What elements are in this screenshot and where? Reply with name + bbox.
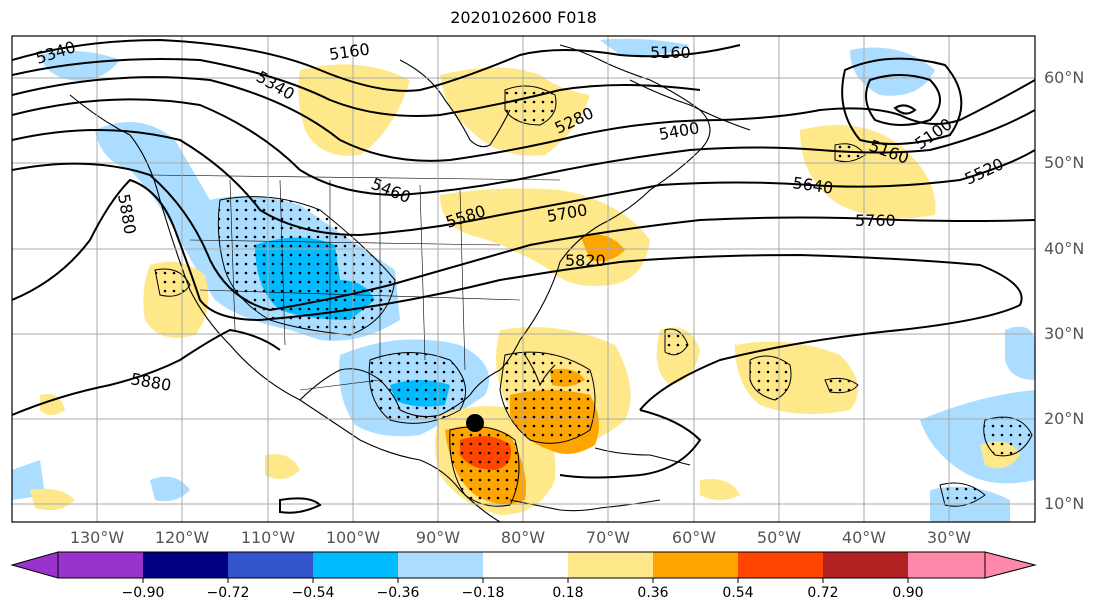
political-borders <box>149 174 561 391</box>
lon-label: 80°W <box>500 528 546 547</box>
lon-label: 100°W <box>325 528 381 547</box>
contour-label: 5820 <box>565 251 606 270</box>
lon-label: 30°W <box>926 528 972 547</box>
colorbar-tick-label: 0.72 <box>807 585 839 601</box>
storm-marker <box>466 414 484 432</box>
colorbar-tick-label: −0.36 <box>376 585 420 601</box>
colorbar-tick-label: 0.90 <box>892 585 924 601</box>
lon-label: 120°W <box>154 528 210 547</box>
lon-label: 90°W <box>415 528 461 547</box>
contour-label: 5160 <box>650 43 691 62</box>
lon-label: 70°W <box>585 528 631 547</box>
colorbar-tick-label: −0.90 <box>121 585 165 601</box>
lon-label: 50°W <box>756 528 802 547</box>
lon-label: 130°W <box>69 528 125 547</box>
lon-label: 40°W <box>841 528 887 547</box>
lat-label: 60°N <box>1044 68 1085 87</box>
colorbar-tick-label: 0.54 <box>722 585 754 601</box>
gridlines <box>12 36 1035 522</box>
lat-label: 50°N <box>1044 153 1085 172</box>
colorbar-tick-label: −0.18 <box>461 585 505 601</box>
lat-label: 20°N <box>1044 409 1085 428</box>
map-frame <box>11 35 1036 523</box>
colorbar-tick-label: −0.54 <box>291 585 335 601</box>
map-title: 2020102600 F018 <box>450 8 597 27</box>
colorbar-tick-label: 0.18 <box>552 585 584 601</box>
contour-label: 5760 <box>855 211 896 230</box>
colorbar-tick-label: −0.72 <box>206 585 250 601</box>
colorbar-arrow-left <box>10 551 59 579</box>
lon-label: 60°W <box>671 528 717 547</box>
lat-label: 10°N <box>1044 494 1085 513</box>
stippling <box>154 85 1033 507</box>
lat-label: 30°N <box>1044 324 1085 343</box>
map-area <box>12 36 1035 522</box>
colorbar-tick-label: 0.36 <box>637 585 669 601</box>
colorbar <box>10 551 1037 583</box>
height-contours <box>12 38 1035 514</box>
lon-label: 110°W <box>240 528 296 547</box>
lat-label: 40°N <box>1044 239 1085 258</box>
colorbar-arrow-right <box>984 551 1037 579</box>
